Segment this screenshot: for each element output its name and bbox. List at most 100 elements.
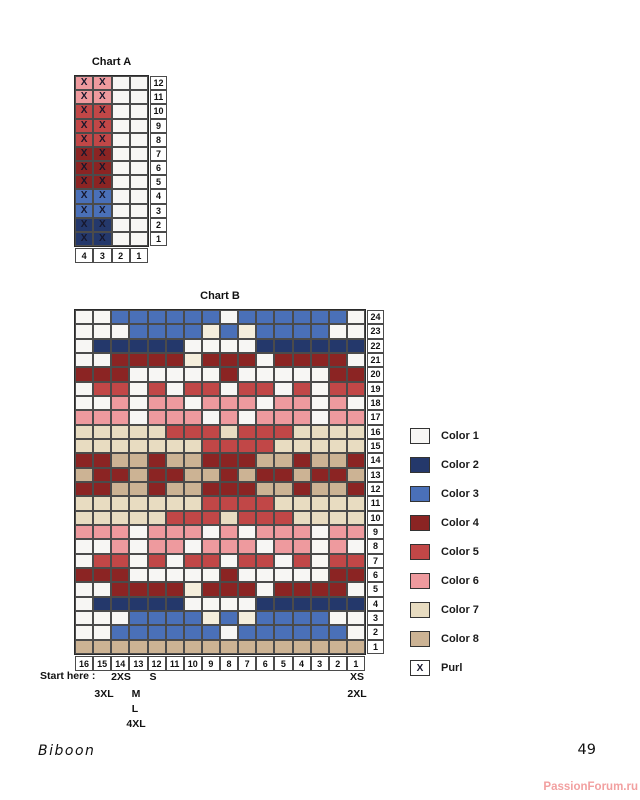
chart-b-cell [201,438,220,454]
chart-b-cell [256,395,275,411]
chart-b-cell [201,467,220,482]
chart-b-cell [292,625,311,640]
legend-label: Color 5 [441,546,479,558]
chart-b-cell [183,510,202,525]
chart-b-cell [201,639,220,654]
chart-b-cell [274,395,293,411]
chart-b-cell [147,610,166,626]
chart-b-cell [310,310,329,325]
chart-b-cell [147,524,166,540]
chart-b-cell [93,410,112,425]
chart-b-cell [111,496,130,511]
chart-b-cell [346,539,365,554]
chart-b-cell [147,582,166,597]
chart-b-cell [292,310,311,325]
chart-b-cell [75,639,94,654]
chart-b-cell [328,453,347,468]
legend-item: Color 8 [410,631,479,647]
chart-b-cell [328,582,347,597]
legend-swatch [410,486,430,502]
chart-b-cell [220,467,239,482]
chart-b-cell [328,639,347,654]
chart-b-cell [183,539,202,554]
chart-b-cell [310,467,329,482]
chart-b-cell [183,610,202,626]
chart-b-cell [346,481,365,497]
chart-a-cell: X [75,146,94,161]
chart-b-cell [220,610,239,626]
chart-b-col-number: 13 [129,656,148,671]
chart-b-row-number: 3 [367,610,384,626]
chart-b-cell [328,467,347,482]
chart-b-cell [310,438,329,454]
size-label: 4XL [126,718,146,730]
chart-b-cell [147,338,166,353]
chart-b-cell [183,367,202,382]
chart-b-cell [147,438,166,454]
chart-b-cell [238,510,257,525]
legend-label: Purl [441,662,463,674]
chart-a-cell: X [93,161,112,176]
chart-b-cell [147,639,166,654]
chart-b-cell [111,410,130,425]
chart-a-cell [111,231,130,246]
chart-b-cell [75,424,94,439]
chart-b-cell [346,310,365,325]
chart-b-cell [165,625,184,640]
chart-b-cell [93,496,112,511]
chart-b-cell [238,553,257,568]
chart-b-cell [346,496,365,511]
chart-b-row-number: 12 [367,481,384,497]
chart-b-cell [183,596,202,611]
chart-a-cell: X [93,132,112,147]
chart-b-cell [183,324,202,339]
chart-b-cell [165,524,184,540]
chart-b-cell [93,438,112,454]
chart-b-cell [328,524,347,540]
chart-b-cell [274,324,293,339]
chart-b-cell [328,610,347,626]
chart-b-col-number: 5 [274,656,293,671]
chart-b-cell [111,524,130,540]
chart-a-cell [129,90,148,105]
legend-item: Color 4 [410,515,479,531]
chart-b-cell [346,467,365,482]
chart-b-cell [147,352,166,368]
chart-b-cell [201,381,220,396]
chart-b-cell [165,639,184,654]
legend-label: Color 7 [441,604,479,616]
chart-a-cell [129,146,148,161]
chart-b-cell [75,539,94,554]
chart-b-cell [165,367,184,382]
chart-b-cell [93,582,112,597]
chart-b-cell [238,367,257,382]
chart-b-cell [147,567,166,583]
chart-b-cell [328,553,347,568]
chart-a-cell [111,161,130,176]
chart-a-cell [129,76,148,91]
chart-b-cell [165,582,184,597]
chart-b-cell [256,324,275,339]
chart-b-cell [310,410,329,425]
chart-b-cell [147,553,166,568]
chart-b-cell [256,453,275,468]
chart-b-cell [111,338,130,353]
chart-b-cell [220,524,239,540]
chart-b-cell [238,582,257,597]
chart-b-cell [238,625,257,640]
chart-b-cell [201,395,220,411]
chart-b-cell [256,567,275,583]
chart-b-cell [111,553,130,568]
chart-b-cell [238,567,257,583]
chart-b-cell [274,453,293,468]
chart-a-row-number: 11 [150,90,167,105]
chart-b-cell [220,539,239,554]
chart-a-cell [129,104,148,119]
legend-label: Color 4 [441,517,479,529]
chart-b-cell [75,596,94,611]
chart-b-cell [93,510,112,525]
size-label: S [149,671,157,683]
chart-b-cell [346,625,365,640]
chart-a-cell [129,231,148,246]
